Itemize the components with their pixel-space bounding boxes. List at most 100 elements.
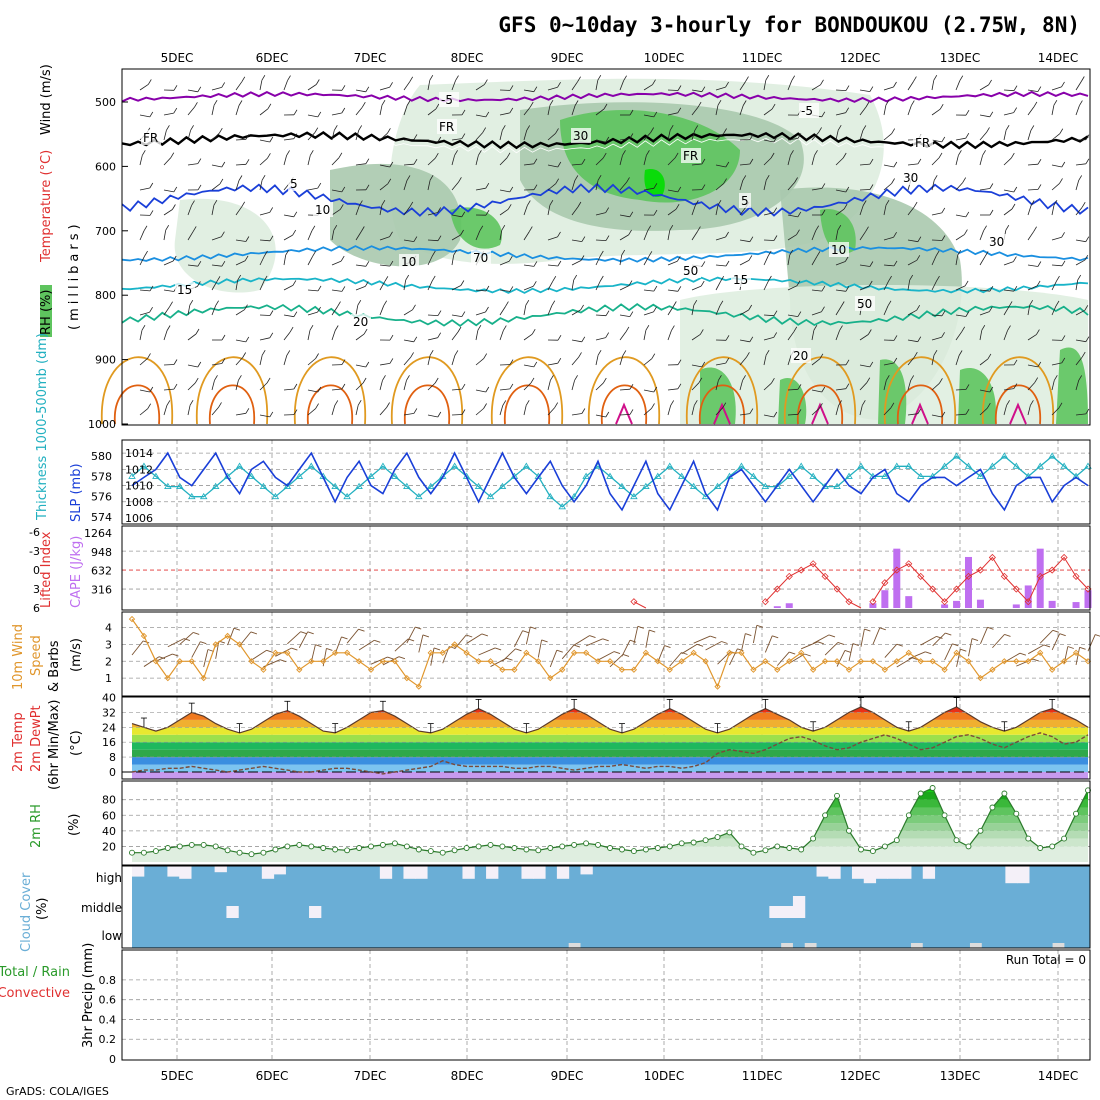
rh-tick-label: 40 — [102, 825, 116, 838]
wind-barb — [715, 164, 726, 168]
wind10m-barb-flag — [879, 627, 886, 631]
cape-bar — [1012, 604, 1020, 608]
cloud-level-label: middle — [81, 901, 122, 915]
wind-barb — [499, 388, 510, 391]
wind-barb-flag — [147, 353, 151, 359]
wind-barb — [331, 209, 341, 216]
thickness-point — [295, 472, 304, 479]
wind10m-barb-flag — [896, 643, 903, 647]
wind-barb-flag — [986, 402, 991, 409]
wind-barb — [403, 105, 408, 116]
wind-barb-flag — [245, 408, 250, 414]
wind-barb-flag — [502, 400, 507, 406]
rh2m-point — [929, 785, 936, 791]
wind-barb-flag — [626, 177, 630, 183]
li-tick-label: -3 — [29, 545, 40, 558]
wind-barb-flag — [820, 79, 824, 86]
wind-barb — [643, 155, 647, 166]
wind-barb — [451, 314, 462, 317]
wind-barb — [859, 264, 870, 267]
wind-barb — [307, 114, 318, 118]
rh2m-point — [905, 812, 912, 819]
wind-barb-flag — [341, 286, 346, 292]
wind-barb — [499, 260, 510, 266]
wind10m-barb-flag — [541, 639, 548, 643]
wind-barb — [451, 155, 455, 166]
wind-barb — [859, 130, 864, 141]
wind-barb — [1003, 330, 1008, 341]
wind-barb-flag — [221, 358, 226, 364]
wind10m-barb — [621, 639, 631, 657]
wind-barb-flag — [580, 255, 585, 261]
wind-barb-flag — [237, 274, 242, 281]
wind10m-barb — [454, 634, 467, 650]
temp2m-label-c: (6hr Min/Max) — [47, 700, 62, 790]
wind-barb — [739, 206, 747, 216]
wind-barb-flag — [677, 286, 682, 292]
wind-barb-flag — [629, 311, 634, 317]
wind-barb — [1027, 285, 1038, 291]
wind-barb — [667, 230, 671, 241]
wind-barb — [859, 285, 870, 291]
wind-barb-flag — [525, 400, 530, 406]
wind-barb — [595, 355, 599, 366]
rh-tick-label: 20 — [102, 840, 116, 853]
wind-barb — [163, 388, 175, 391]
wind-barb — [1051, 133, 1061, 141]
wind-barb — [211, 132, 220, 141]
wind-barb — [499, 330, 504, 341]
contour-minus5 — [121, 90, 1089, 103]
wind10m-point — [750, 666, 757, 673]
wind-barb — [379, 281, 386, 291]
wind-barb — [811, 358, 821, 366]
wind-barb-flag — [814, 150, 818, 156]
wind-barb-flag — [725, 335, 730, 341]
rh2m-point — [989, 804, 996, 811]
wind-barb-flag — [844, 256, 849, 262]
wind-barb-flag — [549, 99, 554, 106]
label-bg — [351, 314, 371, 329]
wind10m-barb-flag — [398, 656, 406, 660]
wind-barb-flag — [653, 183, 658, 189]
wind-barb-flag — [197, 281, 201, 287]
contour-hotter — [897, 384, 943, 425]
wind-barb — [427, 108, 437, 116]
cloud-low-gap — [804, 943, 817, 948]
rh2m-point — [846, 827, 852, 834]
wind-barb — [475, 358, 484, 366]
wind-barb-flag — [938, 152, 943, 159]
wind-barb-flag — [269, 235, 274, 242]
wind10m-barb-flag — [506, 657, 513, 661]
wind-barb-flag — [981, 324, 986, 331]
wind-barb — [811, 389, 822, 393]
temp-grid — [122, 712, 1090, 773]
cloud-high-gap — [1017, 866, 1030, 884]
wind-barb-flag — [699, 329, 704, 335]
wind-barb-flag — [484, 79, 488, 85]
temperature-band — [132, 734, 1088, 743]
wind-barb — [667, 306, 674, 316]
wind-barb-flag — [460, 229, 464, 236]
wind-barb-flag — [501, 224, 506, 231]
slp-label: SLP (mb) — [69, 463, 84, 522]
cloud-high-gap — [851, 866, 865, 879]
wind-barb — [931, 255, 937, 266]
wind-barb — [571, 239, 582, 242]
top-date-label: 10DEC — [644, 51, 684, 65]
wind-barb — [787, 182, 795, 191]
cloud-high-gap — [486, 866, 499, 879]
wind-barb-flag — [1005, 124, 1010, 131]
wind-barb-flag — [555, 178, 560, 184]
wind-barb — [1027, 382, 1035, 391]
cloud-high-gap — [179, 866, 192, 879]
pressure-tick-label: 600 — [95, 160, 116, 173]
wind-barb — [403, 380, 407, 391]
wind-barb-flag — [1030, 200, 1035, 206]
wind-barb-flag — [173, 359, 178, 365]
wind-barb — [379, 236, 390, 241]
cape-bar — [785, 603, 793, 608]
wind-barb — [211, 363, 222, 366]
wind-barb-flag — [292, 280, 297, 286]
wind-barb-flag — [986, 127, 990, 133]
contour-label: 50 — [683, 264, 698, 278]
